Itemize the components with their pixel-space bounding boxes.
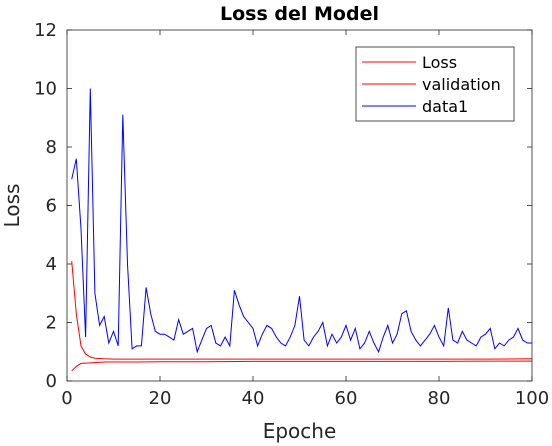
series-layer	[71, 88, 532, 372]
x-axis-label: Epoche	[263, 419, 337, 443]
legend-label: data1	[422, 97, 468, 116]
x-tick-label: 0	[61, 388, 72, 409]
chart-title: Loss del Model	[220, 3, 379, 25]
series-line-Loss	[71, 261, 532, 360]
x-tick-label: 80	[428, 388, 451, 409]
series-line-data1	[71, 88, 532, 354]
y-tick-label: 4	[46, 254, 57, 275]
y-tick-label: 0	[46, 371, 57, 392]
ticks-layer: 0 20 40 60 80 100 0 2 4 6 8 10 12	[34, 20, 549, 409]
series-line-validation	[71, 360, 532, 372]
y-axis-label: Loss	[0, 184, 24, 228]
x-tick-label: 20	[149, 388, 172, 409]
x-tick-label: 100	[515, 388, 549, 409]
legend-label: validation	[422, 75, 501, 94]
legend: Loss validation data1	[355, 46, 515, 122]
legend-label: Loss	[422, 53, 457, 72]
x-tick-label: 60	[335, 388, 358, 409]
y-tick-label: 2	[46, 313, 57, 334]
y-tick-label: 12	[34, 20, 57, 41]
x-tick-label: 40	[242, 388, 265, 409]
y-tick-label: 8	[46, 137, 57, 158]
y-tick-label: 10	[34, 79, 57, 100]
y-tick-label: 6	[46, 196, 57, 217]
